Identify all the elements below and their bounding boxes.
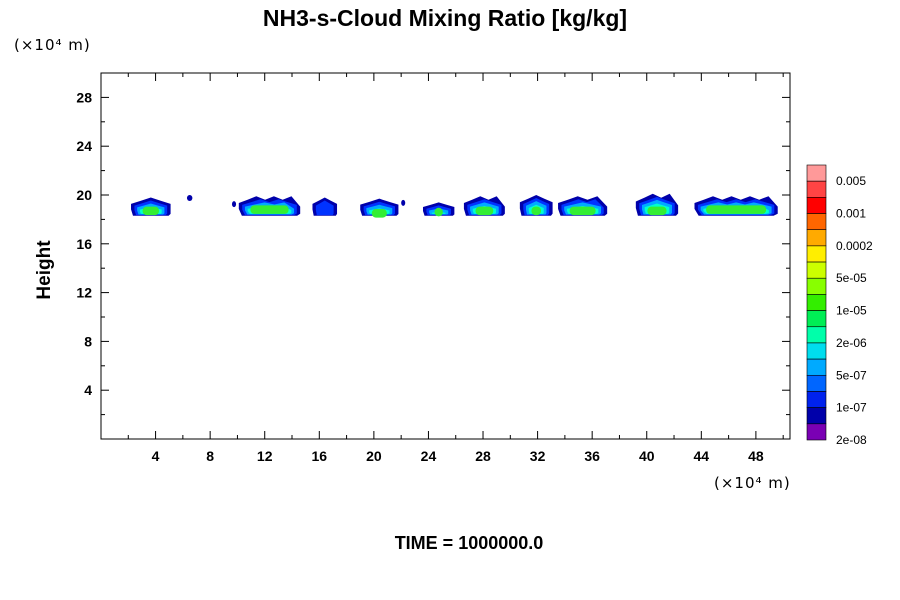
colorbar-swatch — [806, 423, 827, 441]
plot-frame — [100, 72, 791, 440]
cloud-speck — [401, 199, 406, 206]
x-tick-label: 36 — [584, 448, 600, 464]
colorbar-swatch — [806, 407, 827, 425]
x-tick-label: 8 — [206, 448, 214, 464]
colorbar-swatch — [806, 229, 827, 247]
colorbar-label: 2e-06 — [836, 336, 867, 350]
colorbar-swatch — [806, 245, 827, 263]
colorbar-label: 1e-05 — [836, 304, 867, 318]
colorbar-label: 1e-07 — [836, 401, 867, 415]
colorbar-swatch — [806, 358, 827, 376]
y-tick-label: 4 — [84, 382, 92, 398]
chart-title: NH3-s-Cloud Mixing Ratio [kg/kg] — [263, 5, 627, 31]
y-axis-label: Height — [34, 240, 55, 300]
colorbar-swatch — [806, 197, 827, 214]
y-tick-label: 12 — [76, 285, 92, 301]
colorbar-label: 0.0002 — [836, 239, 873, 253]
colorbar-swatch — [806, 342, 827, 360]
x-tick-label: 44 — [694, 448, 710, 464]
x-tick-label: 32 — [530, 448, 546, 464]
cloud-blue-layer — [315, 200, 334, 216]
x-tick-label: 40 — [639, 448, 655, 464]
colorbar-swatch — [806, 277, 827, 295]
x-tick-label: 16 — [312, 448, 328, 464]
colorbar-swatch — [806, 374, 827, 392]
cloud-green-core — [142, 206, 159, 216]
cloud-speck — [186, 195, 193, 202]
cloud-green-core — [371, 209, 387, 218]
cloud-green-core — [475, 206, 494, 216]
colorbar-label: 5e-05 — [836, 271, 867, 285]
cloud-green-core — [250, 205, 289, 214]
x-tick-label: 48 — [748, 448, 764, 464]
x-tick-label: 24 — [421, 448, 437, 464]
y-tick-label: 20 — [76, 187, 92, 203]
colorbar-swatch — [806, 213, 827, 231]
colorbar-swatch — [806, 326, 827, 344]
y-tick-label: 24 — [76, 138, 92, 154]
colorbar-swatch — [806, 391, 827, 408]
cloud-green-core — [531, 206, 542, 216]
x-unit-label: (×10⁴ m) — [714, 474, 791, 492]
cloud-green-core — [706, 205, 767, 214]
colorbar-label: 5e-07 — [836, 368, 867, 382]
cloud-green-core — [434, 207, 443, 217]
cloud-green-core — [569, 206, 596, 216]
colorbar-swatch — [806, 164, 827, 182]
colorbar: 0.005 0.001 0.0002 5e-05 1e-05 2e-06 5e-07 1e-0… — [806, 164, 873, 447]
colorbar-swatch — [806, 294, 827, 311]
cloud-speck — [231, 201, 237, 208]
colorbar-swatch — [806, 310, 827, 328]
y-tick-label: 8 — [84, 333, 92, 349]
time-label: TIME = 1000000.0 — [395, 533, 544, 553]
x-tick-label: 20 — [366, 448, 382, 464]
x-tick-label: 28 — [475, 448, 491, 464]
cloud-green-core — [647, 206, 667, 216]
cloud-layer — [131, 193, 778, 218]
y-tick-label: 16 — [76, 236, 92, 252]
colorbar-swatch — [806, 261, 827, 279]
colorbar-label: 0.005 — [836, 174, 866, 188]
colorbar-label: 0.001 — [836, 207, 866, 221]
y-tick-label: 28 — [76, 89, 92, 105]
y-unit-label: (×10⁴ m) — [14, 36, 91, 54]
colorbar-label: 2e-08 — [836, 433, 867, 447]
colorbar-swatch — [806, 180, 827, 198]
x-tick-label: 12 — [257, 448, 273, 464]
x-tick-label: 4 — [152, 448, 160, 464]
